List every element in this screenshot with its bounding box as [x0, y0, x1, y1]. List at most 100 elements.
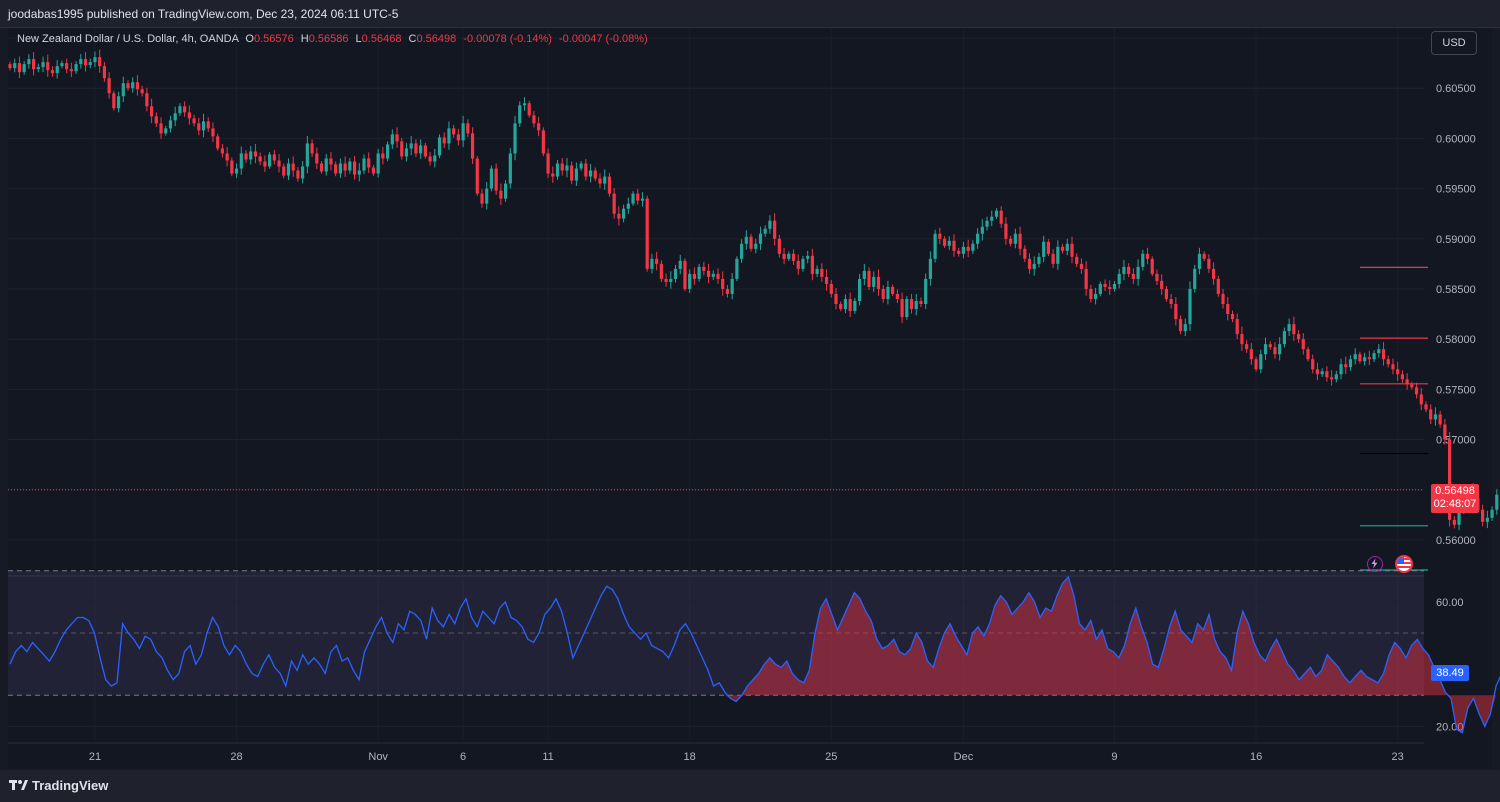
price-tick-label: 0.56000: [1436, 535, 1476, 547]
candle-body: [555, 163, 560, 177]
candle-body: [319, 163, 324, 172]
candle-body: [206, 121, 210, 129]
candle-body: [419, 145, 423, 154]
candle-body: [230, 160, 234, 174]
price-tick-label: 0.57000: [1436, 435, 1476, 447]
candle-body: [145, 93, 149, 107]
candle-body: [1046, 241, 1050, 254]
candle-body: [909, 298, 914, 310]
candle-body: [1056, 246, 1060, 264]
candle-body: [886, 286, 890, 299]
candle-body: [1296, 334, 1301, 340]
time-tick-label: 28: [230, 751, 242, 763]
candle-body: [815, 268, 819, 274]
candle-body: [485, 188, 489, 204]
candle-body: [88, 62, 92, 66]
candle-body: [740, 243, 744, 259]
candle-body: [1009, 238, 1013, 244]
candle-body: [952, 240, 956, 251]
candle-body: [272, 154, 276, 161]
candle-body: [588, 170, 593, 177]
candle-body: [688, 273, 692, 289]
candle-body: [1419, 394, 1423, 405]
candle-body: [532, 115, 536, 124]
candle-body: [201, 121, 206, 131]
us-flag-event-icon[interactable]: [1395, 555, 1413, 573]
candle-body: [32, 59, 36, 70]
symbol-legend: New Zealand Dollar / U.S. Dollar, 4h, OA…: [17, 33, 648, 45]
time-tick-label: Nov: [368, 751, 388, 763]
price-tick-label: 0.58000: [1436, 334, 1476, 346]
candle-body: [1141, 253, 1145, 267]
candle-body: [423, 145, 427, 157]
open-value: 0.56576: [253, 33, 294, 45]
candle-body: [560, 163, 564, 171]
candle-body: [268, 154, 272, 167]
candle-body: [706, 270, 711, 277]
candle-body: [216, 136, 220, 149]
candle-body: [301, 166, 305, 179]
lightning-event-icon[interactable]: [1367, 556, 1383, 572]
candle-body: [400, 141, 404, 157]
candle-body: [1481, 509, 1485, 522]
candle-body: [593, 170, 597, 179]
candle-body: [1117, 273, 1121, 284]
high-label: H: [300, 33, 309, 45]
candle-body: [999, 210, 1003, 224]
candle-body: [683, 260, 687, 289]
candle-body: [626, 203, 630, 209]
candle-body: [924, 278, 928, 305]
candle-body: [702, 266, 706, 271]
rsi-tick-label: 60.00: [1436, 597, 1464, 609]
candle-body: [239, 153, 243, 169]
candle-body: [1235, 319, 1239, 335]
candle-body: [1438, 414, 1442, 425]
candle-body: [829, 283, 833, 294]
price-tick-label: 0.60500: [1436, 83, 1476, 95]
candle-body: [164, 128, 168, 134]
footer-bar: TradingView: [0, 770, 1500, 802]
candle-body: [1207, 258, 1211, 269]
candle-body: [773, 220, 777, 239]
candle-body: [489, 168, 494, 189]
candle-body: [310, 143, 314, 154]
candle-body: [1325, 371, 1329, 378]
time-tick-label: 21: [89, 751, 101, 763]
candle-body: [876, 276, 881, 289]
candle-body: [1084, 268, 1088, 289]
candle-body: [357, 170, 361, 175]
candle-body: [1344, 364, 1348, 368]
candle-body: [758, 233, 763, 244]
candle-body: [584, 163, 588, 177]
candle-body: [1037, 256, 1041, 264]
candle-body: [183, 106, 187, 113]
candle-body: [452, 128, 456, 135]
symbol-title[interactable]: New Zealand Dollar / U.S. Dollar, 4h, OA…: [17, 33, 239, 45]
candle-body: [178, 106, 182, 114]
candle-body: [17, 63, 22, 73]
candle-body: [1391, 364, 1395, 370]
candle-body: [447, 128, 451, 144]
candle-body: [404, 148, 409, 157]
candle-body: [1282, 331, 1286, 345]
candle-body: [291, 163, 295, 171]
candle-body: [1334, 374, 1338, 380]
candle-body: [456, 134, 460, 141]
currency-button[interactable]: USD: [1431, 31, 1477, 55]
candle-body: [437, 137, 442, 156]
candle-body: [782, 253, 786, 259]
candle-body: [697, 266, 701, 279]
candle-body: [1136, 266, 1140, 279]
tradingview-brand[interactable]: TradingView: [9, 778, 108, 794]
candle-body: [966, 246, 970, 251]
candle-body: [754, 243, 758, 249]
candle-body: [1306, 349, 1310, 360]
candle-body: [192, 118, 196, 124]
candle-body: [574, 168, 578, 181]
candle-body: [390, 134, 394, 145]
candle-body: [140, 89, 144, 94]
price-tick-label: 0.60000: [1436, 133, 1476, 145]
candle-body: [381, 153, 385, 159]
candle-body: [1027, 258, 1032, 269]
